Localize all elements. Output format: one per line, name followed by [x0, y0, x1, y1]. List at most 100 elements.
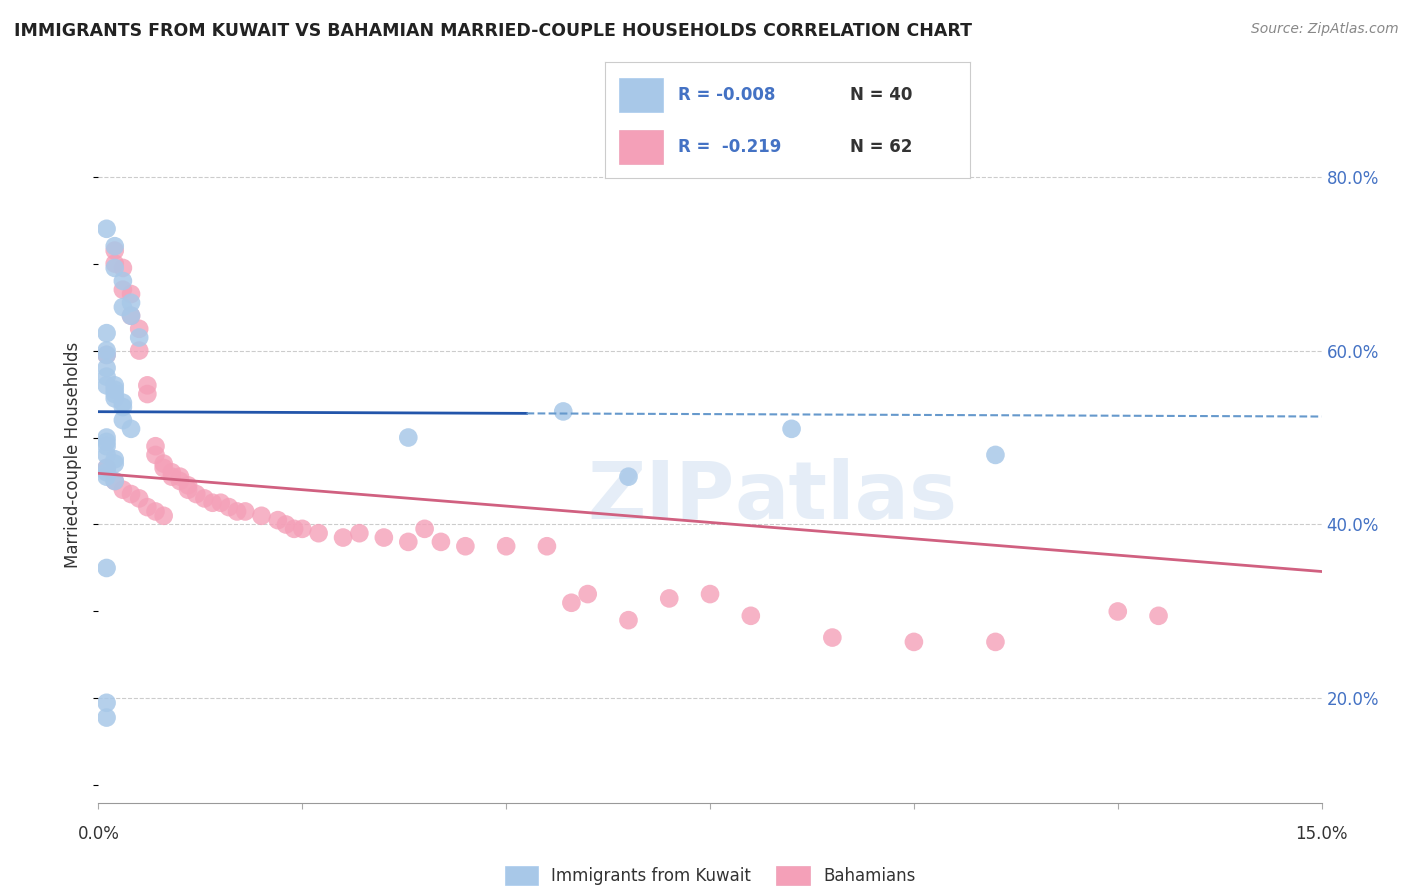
Point: [104, 257, 127, 271]
Point: [96, 466, 118, 480]
Text: IMMIGRANTS FROM KUWAIT VS BAHAMIAN MARRIED-COUPLE HOUSEHOLDS CORRELATION CHART: IMMIGRANTS FROM KUWAIT VS BAHAMIAN MARRI…: [14, 22, 972, 40]
Point: [193, 491, 215, 506]
Text: R =  -0.219: R = -0.219: [678, 138, 782, 156]
Y-axis label: Married-couple Households: Married-couple Households: [65, 342, 83, 568]
Point: [396, 534, 419, 549]
Point: [111, 483, 134, 497]
Point: [96, 378, 118, 392]
Point: [104, 383, 127, 397]
Point: [821, 631, 844, 645]
Point: [96, 561, 118, 575]
Point: [201, 496, 224, 510]
Point: [104, 474, 127, 488]
Point: [104, 387, 127, 401]
Point: [120, 309, 142, 323]
Point: [96, 439, 118, 453]
Bar: [619, 78, 664, 112]
Point: [283, 522, 305, 536]
Point: [96, 348, 118, 362]
Text: 15.0%: 15.0%: [1295, 825, 1348, 843]
Point: [120, 309, 142, 323]
Point: [1147, 608, 1170, 623]
Point: [152, 508, 174, 523]
Point: [104, 260, 127, 275]
Point: [169, 469, 191, 483]
Text: N = 62: N = 62: [849, 138, 912, 156]
Text: Source: ZipAtlas.com: Source: ZipAtlas.com: [1251, 22, 1399, 37]
Point: [96, 461, 118, 475]
Point: [96, 430, 118, 444]
Point: [145, 504, 167, 518]
Point: [96, 434, 118, 449]
Point: [274, 517, 297, 532]
Point: [560, 596, 582, 610]
Point: [617, 613, 640, 627]
Point: [128, 343, 150, 358]
Point: [120, 422, 142, 436]
Point: [740, 608, 762, 623]
Point: [160, 469, 183, 483]
Point: [267, 513, 290, 527]
Point: [104, 452, 127, 467]
Point: [104, 244, 127, 258]
Point: [96, 710, 118, 724]
Point: [349, 526, 371, 541]
Point: [984, 635, 1007, 649]
Point: [111, 283, 134, 297]
Point: [576, 587, 599, 601]
Point: [291, 522, 314, 536]
Point: [145, 448, 167, 462]
Point: [96, 348, 118, 362]
Point: [120, 487, 142, 501]
Text: ZIP: ZIP: [588, 458, 734, 536]
Point: [128, 491, 150, 506]
Point: [984, 448, 1007, 462]
Point: [104, 378, 127, 392]
Point: [218, 500, 240, 514]
Point: [96, 448, 118, 462]
Point: [111, 395, 134, 409]
Point: [903, 635, 925, 649]
Point: [96, 343, 118, 358]
Point: [145, 439, 167, 453]
Point: [177, 483, 200, 497]
Point: [413, 522, 436, 536]
Point: [96, 469, 118, 483]
Point: [430, 534, 453, 549]
Point: [152, 457, 174, 471]
Point: [96, 369, 118, 384]
Bar: [619, 129, 664, 164]
Point: [136, 500, 159, 514]
Point: [373, 531, 395, 545]
Point: [160, 466, 183, 480]
Point: [136, 387, 159, 401]
Point: [111, 413, 134, 427]
Point: [1107, 605, 1129, 619]
Point: [111, 260, 134, 275]
Point: [780, 422, 803, 436]
Legend: Immigrants from Kuwait, Bahamians: Immigrants from Kuwait, Bahamians: [505, 865, 915, 885]
Point: [120, 287, 142, 301]
Point: [120, 295, 142, 310]
Point: [111, 274, 134, 288]
Point: [226, 504, 249, 518]
Point: [128, 322, 150, 336]
Point: [332, 531, 354, 545]
Point: [96, 326, 118, 340]
Point: [96, 461, 118, 475]
Point: [136, 378, 159, 392]
Point: [250, 508, 273, 523]
Point: [104, 457, 127, 471]
Point: [104, 392, 127, 406]
Point: [152, 461, 174, 475]
Point: [495, 539, 517, 553]
Point: [177, 478, 200, 492]
Point: [396, 430, 419, 444]
Point: [111, 400, 134, 414]
Text: 0.0%: 0.0%: [77, 825, 120, 843]
Text: N = 40: N = 40: [849, 86, 912, 103]
Point: [308, 526, 330, 541]
Point: [209, 496, 232, 510]
Point: [536, 539, 558, 553]
Point: [96, 361, 118, 376]
